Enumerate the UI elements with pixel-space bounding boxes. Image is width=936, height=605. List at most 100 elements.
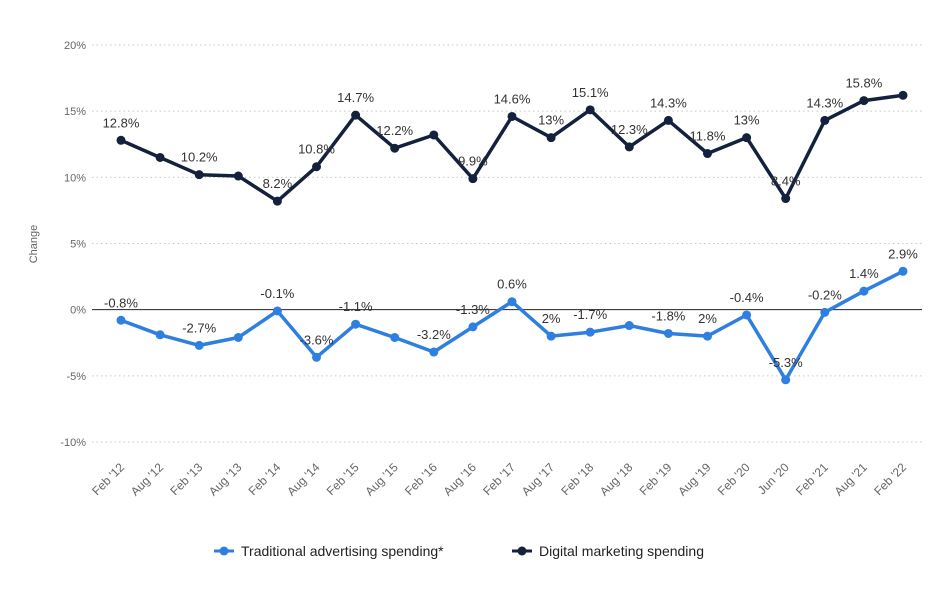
data-point[interactable]	[390, 143, 400, 153]
y-tick-label: 5%	[70, 239, 86, 251]
data-label: -0.2%	[808, 287, 842, 302]
data-point[interactable]	[468, 174, 478, 184]
data-point[interactable]	[624, 321, 634, 331]
data-point[interactable]	[820, 307, 830, 317]
x-tick-label: Feb '12	[89, 460, 127, 498]
data-point[interactable]	[859, 286, 869, 296]
data-label: 8.4%	[771, 174, 801, 189]
data-label: -5.3%	[769, 355, 803, 370]
x-tick-label: Feb '17	[480, 460, 518, 498]
data-point[interactable]	[781, 194, 791, 204]
y-tick-label: 20%	[64, 40, 86, 52]
data-label: -1.7%	[573, 307, 607, 322]
data-point[interactable]	[703, 149, 712, 159]
x-tick-label: Aug '19	[675, 460, 714, 499]
data-point[interactable]	[116, 135, 126, 145]
data-point[interactable]	[624, 142, 634, 152]
data-label: 2%	[698, 311, 717, 326]
data-point[interactable]	[233, 332, 243, 342]
data-label: 12.8%	[103, 115, 140, 130]
data-point[interactable]	[312, 162, 321, 172]
x-tick-label: Aug '17	[519, 460, 558, 499]
data-point[interactable]	[546, 133, 556, 143]
data-point[interactable]	[742, 133, 752, 143]
data-label: 15.8%	[845, 76, 882, 91]
legend-marker	[219, 546, 229, 556]
x-tick-label: Aug '16	[441, 460, 480, 499]
data-point[interactable]	[155, 330, 165, 340]
legend-marker	[517, 546, 527, 556]
data-label: 8.2%	[263, 176, 293, 191]
y-tick-label: 15%	[64, 106, 86, 118]
data-label: 2%	[542, 311, 561, 326]
series-layer	[116, 90, 908, 385]
data-point[interactable]	[155, 152, 165, 162]
data-point[interactable]	[233, 171, 243, 181]
data-label: -3.6%	[300, 332, 334, 347]
data-point[interactable]	[194, 170, 204, 180]
x-tick-label: Aug '14	[284, 460, 323, 499]
data-point[interactable]	[781, 375, 791, 385]
data-label: 12.3%	[611, 122, 648, 137]
data-point[interactable]	[507, 111, 517, 121]
data-point[interactable]	[272, 196, 282, 206]
x-tick-label: Feb '21	[793, 460, 831, 498]
data-point[interactable]	[898, 266, 908, 276]
data-label: -3.2%	[417, 327, 451, 342]
data-label: 13%	[734, 113, 760, 128]
data-label: -0.8%	[104, 295, 138, 310]
data-point[interactable]	[585, 327, 595, 337]
legend-label[interactable]: Traditional advertising spending*	[241, 543, 444, 559]
data-label: -1.3%	[456, 302, 490, 317]
legend-label[interactable]: Digital marketing spending	[539, 543, 704, 559]
data-point[interactable]	[351, 319, 361, 329]
data-point[interactable]	[703, 331, 712, 341]
data-point[interactable]	[742, 310, 752, 320]
data-label: -0.1%	[260, 286, 294, 301]
data-label: 1.4%	[849, 266, 879, 281]
data-label: 11.8%	[690, 129, 726, 144]
data-point[interactable]	[194, 340, 204, 350]
x-tick-label: Aug '18	[597, 460, 636, 499]
data-point[interactable]	[546, 331, 556, 341]
x-tick-label: Feb '15	[324, 460, 362, 498]
data-point[interactable]	[898, 90, 908, 100]
x-tick-label: Feb '14	[246, 460, 284, 498]
x-tick-label: Feb '16	[402, 460, 440, 498]
data-label: 14.6%	[494, 91, 531, 106]
y-tick-label: -5%	[66, 371, 86, 383]
data-point[interactable]	[859, 96, 869, 106]
data-point[interactable]	[663, 115, 673, 125]
data-point[interactable]	[507, 297, 517, 307]
x-tick-label: Feb '19	[637, 460, 675, 498]
x-tick-label: Feb '18	[558, 460, 596, 498]
data-point[interactable]	[468, 322, 478, 332]
data-point[interactable]	[390, 332, 400, 342]
y-axis-ticks: 20% 15% 10% 5% 0% -5% -10%	[60, 40, 86, 449]
data-point[interactable]	[429, 347, 439, 357]
data-label: 15.1%	[572, 85, 609, 100]
y-tick-label: -10%	[60, 437, 86, 449]
data-label: -1.1%	[339, 299, 373, 314]
data-point[interactable]	[116, 315, 126, 325]
data-label: 12.2%	[376, 123, 413, 138]
data-point[interactable]	[820, 115, 830, 125]
data-point[interactable]	[351, 110, 361, 120]
data-point[interactable]	[585, 105, 595, 115]
data-point[interactable]	[429, 130, 439, 140]
x-tick-label: Aug '12	[128, 460, 167, 499]
data-point[interactable]	[663, 328, 673, 338]
x-tick-label: Aug '21	[832, 460, 871, 499]
y-tick-label: 0%	[70, 305, 86, 317]
data-point[interactable]	[272, 306, 282, 316]
data-label: 13%	[538, 113, 564, 128]
data-label: 14.3%	[806, 95, 843, 110]
data-label: 14.7%	[337, 90, 374, 105]
data-label: -0.4%	[730, 290, 764, 305]
data-label: 10.8%	[298, 142, 335, 157]
data-label: -1.8%	[651, 308, 685, 323]
y-axis-label: Change	[28, 225, 40, 264]
data-point[interactable]	[312, 352, 321, 362]
